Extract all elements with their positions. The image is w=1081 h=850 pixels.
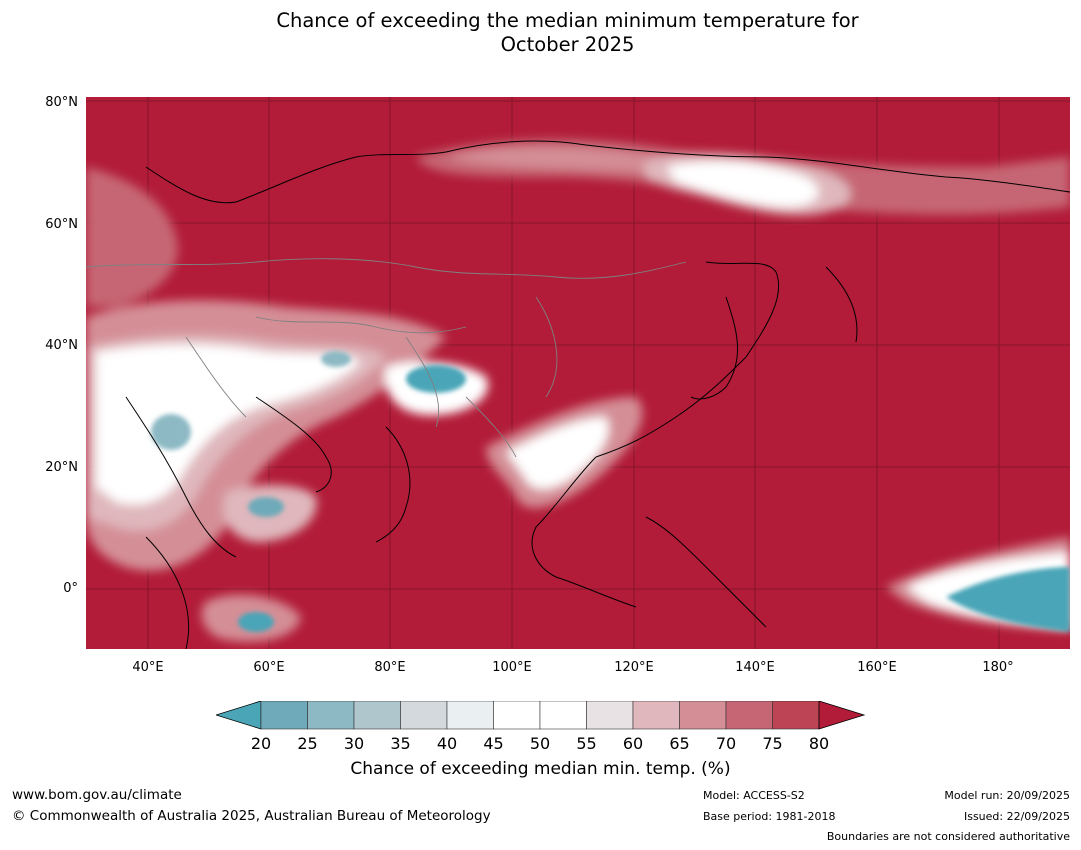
colorbar-cell	[307, 701, 355, 730]
lon-label-80e: 80°E	[374, 660, 406, 675]
lon-label-140e: 140°E	[735, 660, 775, 675]
colorbar-tick-label: 40	[436, 734, 458, 753]
colorbar-tick-label: 30	[343, 734, 365, 753]
issued-text: Issued: 22/09/2025	[963, 810, 1070, 823]
colorbar-tick-label: 80	[808, 734, 830, 753]
country-boundaries	[86, 258, 687, 458]
probability-shading	[86, 139, 1070, 642]
coastlines	[125, 140, 1070, 649]
disclaimer-text: Boundaries are not considered authoritat…	[826, 830, 1070, 843]
colorbar-cell	[632, 701, 680, 730]
colorbar-cell	[353, 701, 401, 730]
colorbar-tick-label: 25	[297, 734, 318, 753]
colorbar-label: Chance of exceeding median min. temp. (%…	[350, 759, 731, 779]
colorbar-cell	[539, 701, 587, 730]
colorbar-tick-label: 60	[622, 734, 644, 753]
website-link[interactable]: www.bom.gov.au/climate	[12, 787, 182, 803]
colorbar-cell	[260, 701, 308, 730]
lat-label-40n: 40°N	[45, 338, 78, 353]
colorbar-arrow-high	[818, 701, 866, 730]
lon-label-40e: 40°E	[132, 660, 164, 675]
colorbar-cell	[446, 701, 494, 730]
base-period-text: Base period: 1981-2018	[703, 810, 836, 823]
map-title: Chance of exceeding the median minimum t…	[0, 9, 1081, 57]
colorbar-cell	[772, 701, 820, 730]
lat-label-0: 0°	[63, 581, 78, 596]
title-line-2: October 2025	[500, 33, 635, 56]
model-run-text: Model run: 20/09/2025	[944, 789, 1070, 802]
colorbar-cells	[216, 701, 866, 730]
title-line-1: Chance of exceeding the median minimum t…	[276, 9, 859, 32]
model-text: Model: ACCESS-S2	[703, 789, 805, 802]
lon-label-180: 180°	[982, 660, 1014, 675]
colorbar-cell	[725, 701, 773, 730]
colorbar-tick-label: 70	[715, 734, 737, 753]
colorbar-tick-label: 50	[529, 734, 551, 753]
lon-label-120e: 120°E	[614, 660, 654, 675]
lat-label-20n: 20°N	[45, 460, 78, 475]
colorbar-tick-label: 35	[390, 734, 411, 753]
colorbar-tick-label: 55	[576, 734, 597, 753]
lon-label-60e: 60°E	[253, 660, 285, 675]
map-canvas	[86, 97, 1070, 649]
below-median-areas	[151, 351, 1070, 632]
lat-label-60n: 60°N	[45, 217, 78, 232]
colorbar-arrow-low	[216, 701, 262, 730]
colorbar-cell	[493, 701, 541, 730]
colorbar-tick-label: 75	[762, 734, 783, 753]
colorbar-tick-label: 45	[483, 734, 504, 753]
lat-label-80n: 80°N	[45, 95, 78, 110]
colorbar-cell	[586, 701, 634, 730]
colorbar-cell	[679, 701, 727, 730]
colorbar-tick-label: 65	[669, 734, 690, 753]
colorbar-tick-label: 20	[250, 734, 272, 753]
lon-label-160e: 160°E	[857, 660, 897, 675]
colorbar-cell	[400, 701, 448, 730]
copyright-text: © Commonwealth of Australia 2025, Austra…	[12, 808, 491, 824]
lon-label-100e: 100°E	[492, 660, 532, 675]
probability-map	[86, 97, 1070, 649]
colorbar	[216, 701, 866, 730]
